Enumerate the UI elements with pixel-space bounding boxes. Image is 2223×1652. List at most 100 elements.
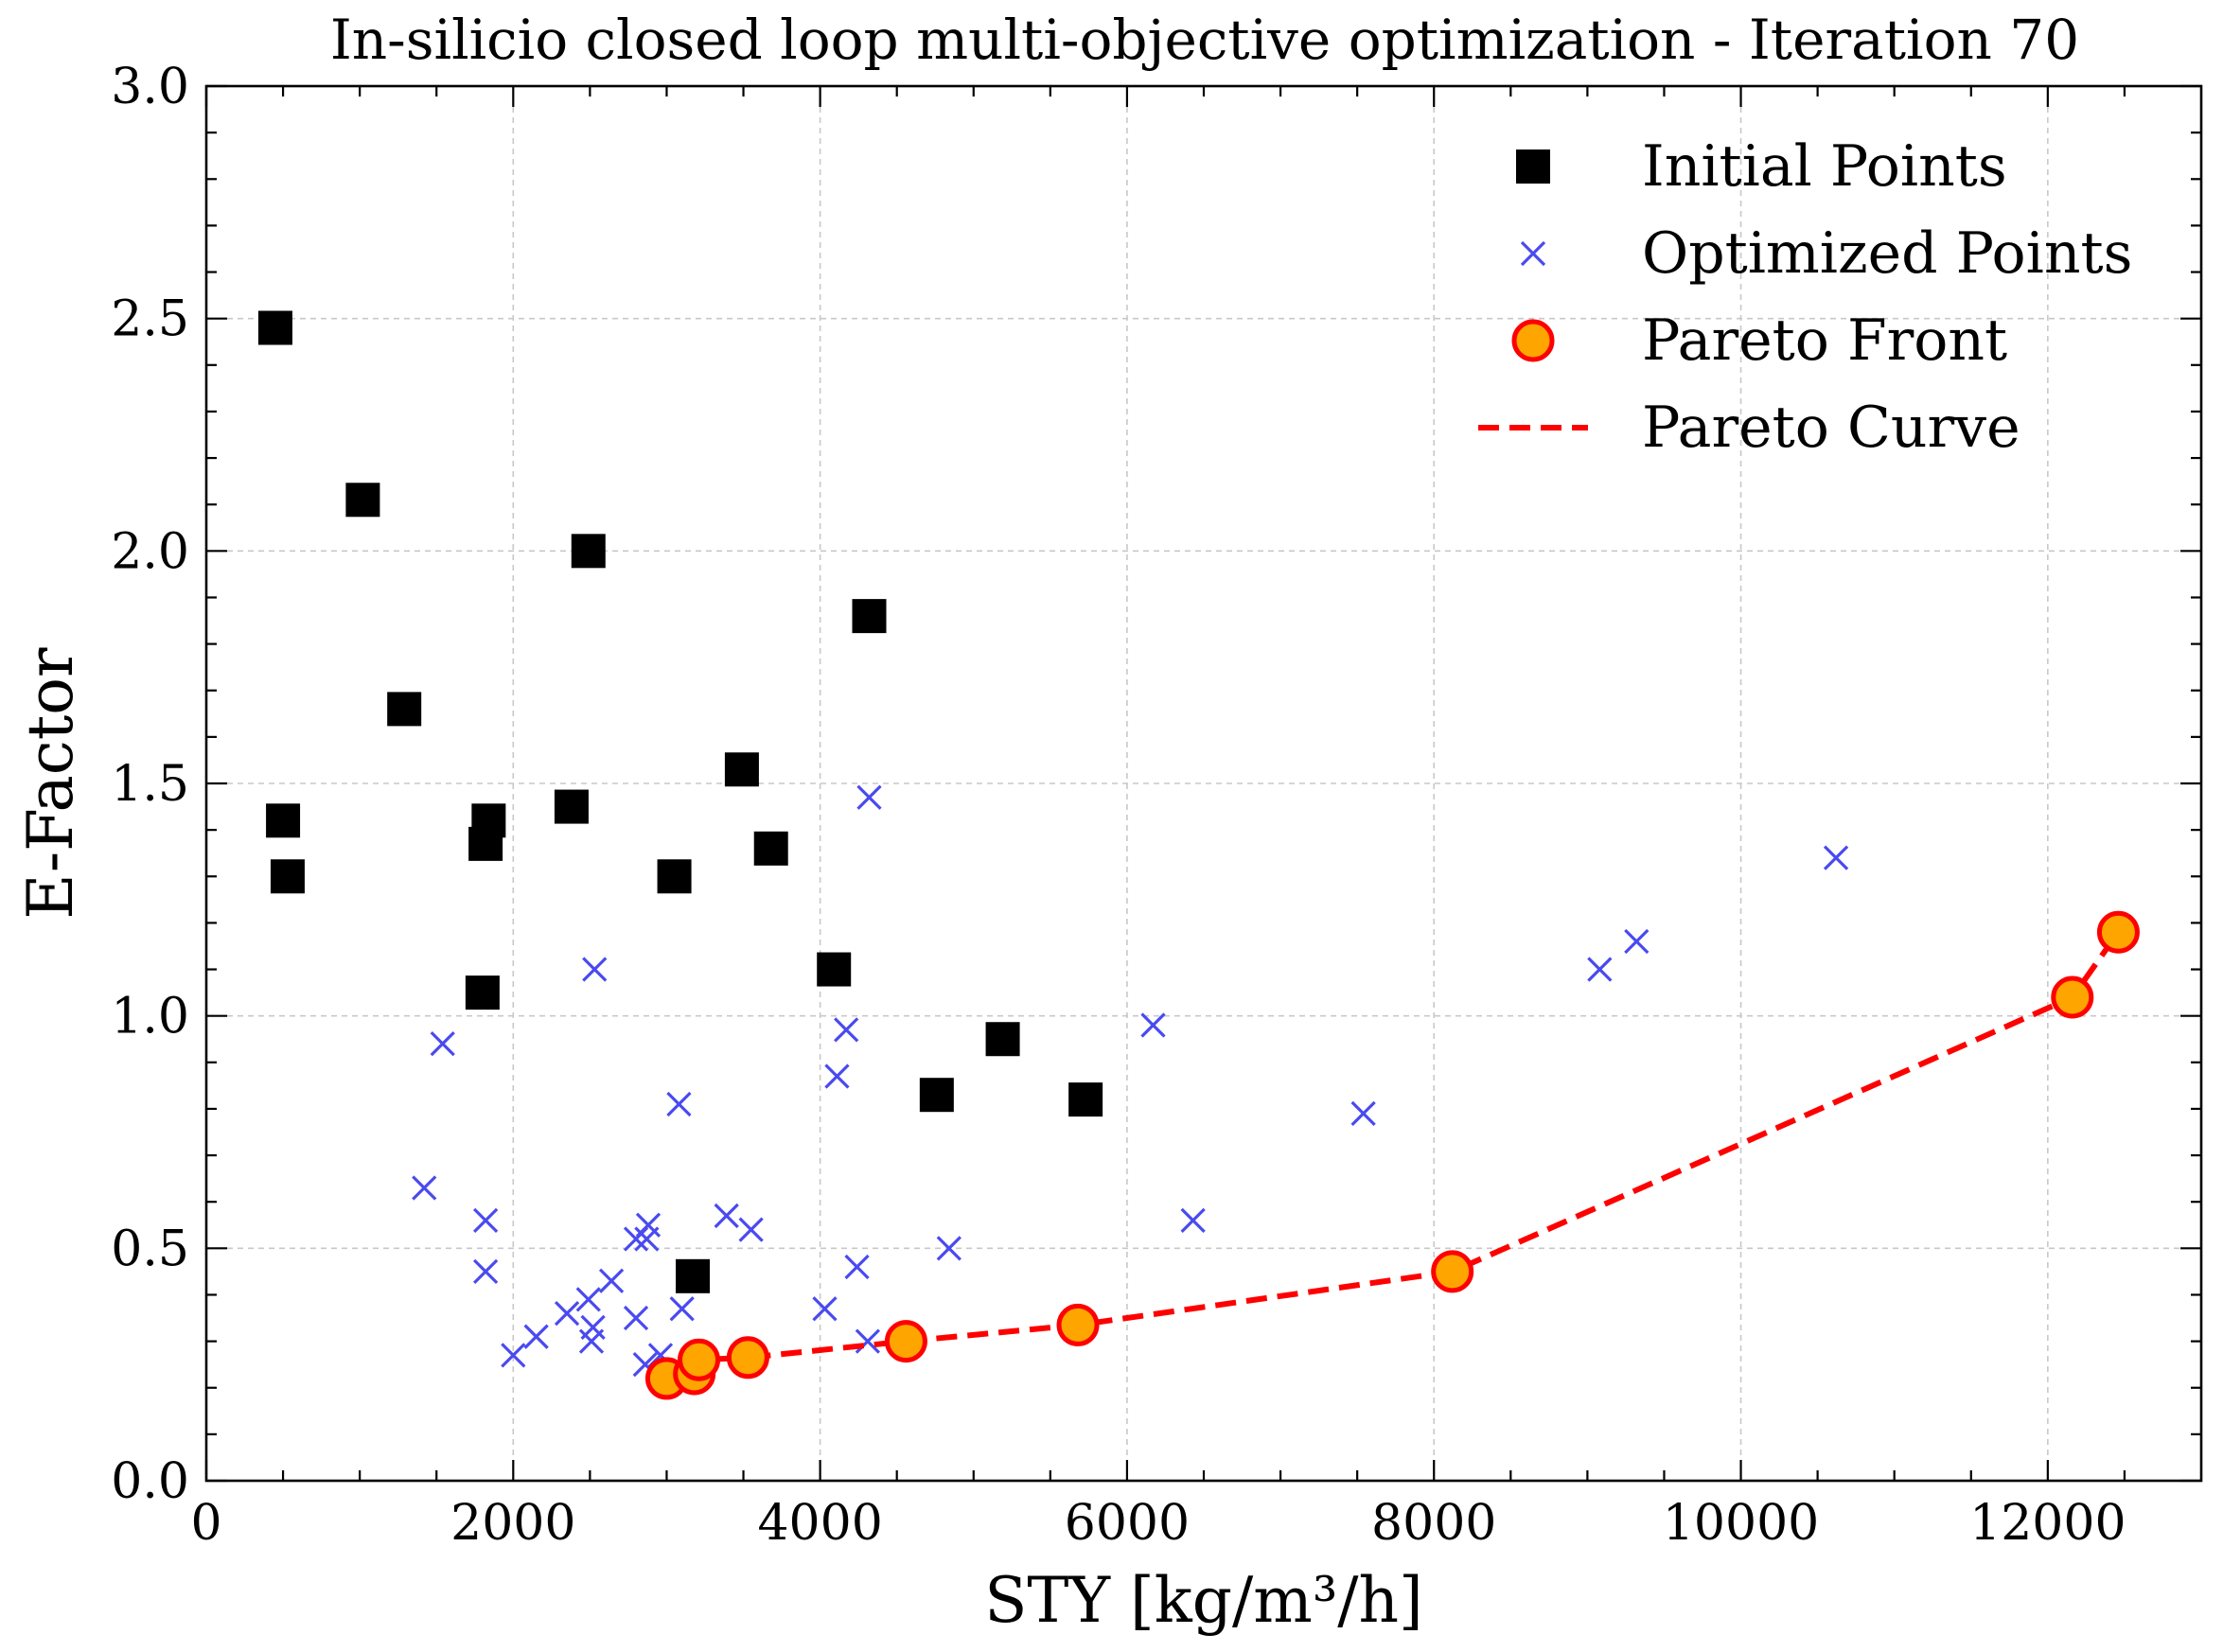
cross-stroke [582,957,608,982]
optimized-point [634,1226,660,1252]
legend: Initial Points Optimized Points Pareto Fro… [1478,133,2132,461]
cross-stroke [472,1207,499,1233]
x-axis-label: STY [kg/m³/h] [984,1564,1423,1637]
legend-entry: Pareto Front [1511,308,2007,374]
x-tick-label: 6000 [1065,1495,1190,1552]
cross-stroke [1823,845,1849,870]
x-tick-label: 8000 [1371,1495,1496,1552]
initial-point [571,534,606,569]
optimized-point [554,1300,580,1327]
legend-label: Optimized Points [1642,220,2132,287]
initial-point [985,1022,1020,1057]
initial-point [817,952,852,987]
legend-entry: Initial Points [1516,133,2007,200]
x-tick-label: 10000 [1663,1495,1819,1552]
legend-label: Pareto Curve [1642,395,2020,461]
plot-area [257,310,2140,1400]
chart-title: In-silicio closed loop multi-objective o… [330,8,2079,72]
cross-stroke [623,1226,649,1252]
optimized-point [834,1017,859,1043]
axis-ticks: 0 2000 4000 6000 8000 10000 12000 0.0 0.5 1.0 1.5 2… [111,59,2201,1552]
legend-entry: Pareto Curve [1478,395,2020,461]
pareto-front-point [678,1338,721,1381]
optimized-point [714,1203,739,1229]
cross-stroke [834,1017,859,1043]
pareto-front-point [1431,1250,1474,1293]
cross-stroke [501,1343,526,1368]
cross-stroke [1140,1012,1166,1038]
cross-stroke [1520,240,1546,267]
optimized-point [598,1268,625,1293]
y-tick-label: 3.0 [111,59,189,115]
legend-label: Pareto Front [1642,308,2007,374]
pareto-front-point [726,1336,769,1380]
initial-point [270,859,305,894]
optimized-point [666,1091,692,1117]
optimized-point [575,1287,601,1312]
cross-stroke [412,1175,437,1201]
optimized-point [472,1258,499,1285]
cross-stroke [936,1236,962,1261]
cross-stroke [430,1031,455,1057]
optimized-point [1624,928,1650,955]
cross-stroke [666,1091,692,1117]
pareto-front-point [2096,910,2140,954]
optimized-point [844,1254,870,1280]
optimized-point [623,1226,649,1252]
cross-stroke [623,1305,649,1331]
y-tick-label: 0.5 [111,1221,189,1277]
initial-point [676,1258,711,1293]
cross-stroke [634,1226,660,1252]
cross-stroke [575,1287,601,1312]
cross-stroke [844,1254,870,1280]
legend-marker-initial [1516,149,1550,184]
cross-stroke [714,1203,739,1229]
cross-stroke [1587,957,1613,982]
y-tick-label: 1.5 [111,756,189,813]
legend-entry: Optimized Points [1520,220,2132,287]
legend-label: Initial Points [1642,133,2007,200]
optimized-point [430,1031,455,1057]
initial-point [468,826,503,861]
initial-point [465,975,500,1011]
initial-point [345,483,380,518]
cross-stroke [824,1063,850,1089]
optimized-point [578,1328,605,1354]
initial-point [724,752,759,787]
pareto-curve [666,930,2121,1381]
pareto-front-point [2051,975,2094,1019]
pareto-front-point [1056,1303,1100,1346]
pareto-front-point [884,1320,927,1363]
cross-stroke [554,1300,580,1327]
cross-stroke [523,1324,549,1349]
initial-point [266,803,301,838]
y-tick-label: 2.0 [111,523,189,580]
optimized-point [812,1296,838,1322]
y-axis-label: E-Factor [14,647,87,920]
initial-point [554,789,589,824]
optimized-point [1587,957,1613,982]
optimized-point [472,1207,499,1233]
plot-frame [204,84,2203,1483]
optimized-point [412,1175,437,1201]
cross-stroke [578,1328,605,1354]
initial-point [753,831,788,866]
initial-point [257,310,292,345]
y-tick-label: 1.0 [111,989,189,1046]
x-tick-label: 0 [190,1495,221,1552]
y-tick-label: 2.5 [111,291,189,348]
optimized-point [824,1063,850,1089]
cross-stroke [1624,928,1650,955]
initial-point [1068,1082,1103,1117]
optimized-point [855,1328,881,1354]
cross-stroke [669,1296,695,1322]
optimized-point [1350,1100,1376,1126]
x-tick-label: 12000 [1969,1495,2126,1552]
optimized-point [1180,1207,1206,1233]
optimized-point [1823,845,1849,870]
optimized-point [523,1324,549,1349]
optimized-point [623,1305,649,1331]
y-tick-label: 0.0 [111,1453,189,1510]
initial-point [657,859,692,894]
